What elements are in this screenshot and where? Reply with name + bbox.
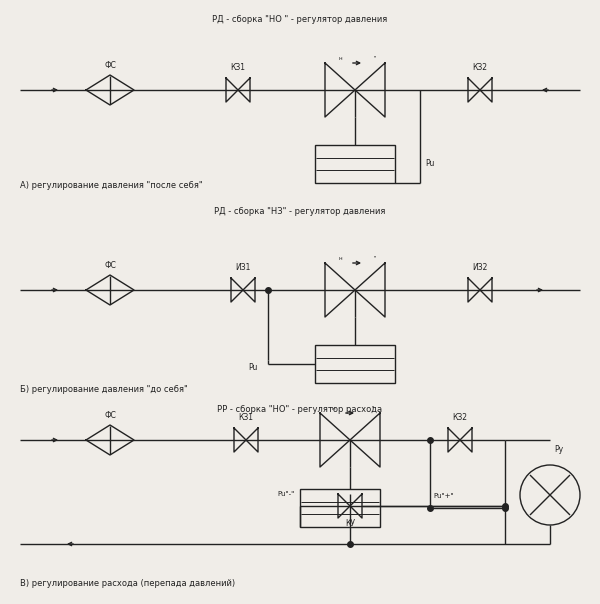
Text: Ру: Ру xyxy=(554,446,563,454)
Text: н: н xyxy=(331,405,335,411)
Bar xyxy=(300,489,380,527)
Text: н: н xyxy=(338,56,342,60)
Text: ИЗ1: ИЗ1 xyxy=(235,263,251,272)
Text: ": " xyxy=(374,56,376,60)
Text: ": " xyxy=(372,405,374,411)
Text: ": " xyxy=(374,255,376,260)
Text: ФС: ФС xyxy=(104,260,116,269)
Text: РД - сборка "НЗ" - регулятор давления: РД - сборка "НЗ" - регулятор давления xyxy=(214,208,386,216)
Text: КУ: КУ xyxy=(345,519,355,528)
Text: Pu"+": Pu"+" xyxy=(433,493,454,499)
Text: Pu: Pu xyxy=(248,364,257,373)
Text: ФС: ФС xyxy=(104,411,116,420)
Text: КЗ1: КЗ1 xyxy=(230,63,245,72)
Text: А) регулирование давления "после себя": А) регулирование давления "после себя" xyxy=(20,181,203,190)
Text: РР - сборка "НО" - регулятор расхода: РР - сборка "НО" - регулятор расхода xyxy=(217,405,383,414)
Text: РД - сборка "НО " - регулятор давления: РД - сборка "НО " - регулятор давления xyxy=(212,16,388,25)
Text: ИЗ2: ИЗ2 xyxy=(472,263,488,272)
Text: Pu"-": Pu"-" xyxy=(278,491,295,497)
Text: КЗ2: КЗ2 xyxy=(452,414,467,423)
Text: КЗ1: КЗ1 xyxy=(239,414,254,423)
Bar xyxy=(315,145,395,183)
Bar xyxy=(315,345,395,383)
Text: Б) регулирование давления "до себя": Б) регулирование давления "до себя" xyxy=(20,385,188,394)
Text: В) регулирование расхода (перепада давлений): В) регулирование расхода (перепада давле… xyxy=(20,579,235,588)
Text: Pu: Pu xyxy=(425,159,434,169)
Text: ФС: ФС xyxy=(104,60,116,69)
Text: КЗ2: КЗ2 xyxy=(473,63,487,72)
Text: н: н xyxy=(338,255,342,260)
